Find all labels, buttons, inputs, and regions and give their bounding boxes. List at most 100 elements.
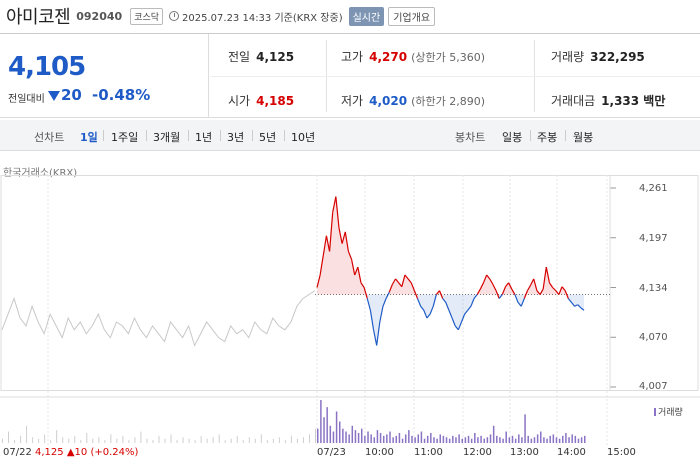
- volume-bar: [8, 431, 10, 443]
- volume-bar: [392, 437, 394, 443]
- price-line: [341, 231, 346, 244]
- price-line: [476, 288, 481, 295]
- volume-bar: [530, 438, 533, 443]
- period-1w[interactable]: 1주일: [111, 131, 139, 144]
- quote-panel: 4,105 전일대비 20 -0.48% 전일 4,125 고가 4,270 (상한가…: [0, 33, 700, 118]
- x-tick-label: 13:00: [510, 447, 539, 458]
- volume-bar: [68, 438, 70, 443]
- volume-bar: [357, 432, 360, 443]
- price-area: [320, 255, 324, 295]
- period-1d[interactable]: 1일: [80, 131, 98, 144]
- volume-bar: [470, 438, 473, 443]
- volume-bar: [568, 437, 570, 443]
- price-line: [508, 282, 513, 290]
- prev-day-change: 10: [74, 447, 88, 458]
- price-line: [363, 287, 368, 299]
- volume-bar: [527, 435, 529, 443]
- volume-bar: [20, 435, 22, 443]
- period-1y[interactable]: 1년: [195, 131, 213, 144]
- volume-cell: 거래량 322,295: [551, 48, 645, 65]
- volume-bar: [552, 434, 555, 443]
- volume-bar: [266, 440, 268, 443]
- volume-bar: [38, 438, 40, 443]
- period-3y[interactable]: 3년: [227, 131, 245, 144]
- volume-bar: [170, 434, 172, 443]
- candle-monthly[interactable]: 월봉: [573, 131, 594, 144]
- volume-bar: [571, 434, 573, 443]
- price-line: [486, 274, 491, 280]
- price-area: [577, 294, 581, 308]
- volume-bar: [164, 438, 166, 443]
- price-line: [464, 309, 469, 315]
- volume-bar: [408, 430, 410, 443]
- volume-bar: [364, 435, 366, 443]
- price-area: [489, 278, 493, 295]
- price-line: [526, 284, 532, 291]
- volume-bar: [140, 431, 142, 443]
- price-change-pct: -0.48%: [92, 86, 151, 104]
- price-area: [458, 294, 462, 330]
- price-area: [518, 294, 522, 307]
- volume-bar: [158, 435, 160, 443]
- volume-bar: [540, 431, 542, 443]
- volume-bar: [486, 437, 489, 443]
- volume-bar: [296, 438, 298, 443]
- price-line: [523, 290, 529, 299]
- x-tick-label: 11:00: [414, 447, 443, 458]
- price-line: [347, 251, 353, 260]
- period-10y[interactable]: 10년: [291, 131, 316, 144]
- volume-bar: [401, 438, 404, 443]
- volume-legend-label: 거래량: [658, 408, 683, 418]
- price-line: [432, 294, 437, 307]
- company-info-button[interactable]: 기업개요: [388, 6, 436, 26]
- volume-bar: [342, 428, 344, 443]
- price-line: [536, 290, 541, 295]
- volume-bar: [230, 438, 232, 443]
- volume-bar: [521, 437, 523, 443]
- price-line: [492, 284, 497, 291]
- volume-bar: [92, 438, 94, 443]
- volume-bar: [492, 425, 495, 443]
- price-line: [570, 302, 576, 307]
- y-tick-label: 4,007: [639, 381, 668, 392]
- realtime-button[interactable]: 실시간: [348, 6, 385, 26]
- volume-bar: [555, 437, 558, 443]
- price-area: [426, 294, 431, 319]
- price-area: [483, 274, 487, 295]
- volume-bar: [2, 438, 3, 443]
- volume-bar: [176, 440, 178, 443]
- volume-bar: [14, 440, 16, 443]
- volume-bar: [395, 435, 398, 443]
- price-change: 20: [61, 86, 82, 104]
- volume-bar: [206, 438, 208, 443]
- price-area: [464, 294, 468, 315]
- period-3m[interactable]: 3개월: [153, 131, 181, 144]
- price-area: [552, 287, 556, 295]
- volume-bar: [188, 438, 190, 443]
- stock-name: 아미코젠: [6, 7, 71, 28]
- volume-bar: [455, 437, 457, 443]
- volume-bar: [74, 435, 76, 443]
- price-line: [514, 294, 519, 303]
- candle-weekly[interactable]: 주봉: [537, 131, 558, 144]
- volume-legend: 거래량: [654, 405, 683, 418]
- candle-daily[interactable]: 일봉: [502, 131, 523, 144]
- price-line: [354, 266, 359, 276]
- y-tick-label: 4,070: [639, 332, 668, 343]
- price-line: [376, 321, 381, 346]
- price-line: [482, 274, 488, 284]
- volume-bar: [445, 437, 448, 443]
- price-line: [564, 290, 569, 299]
- price-chart[interactable]: [0, 175, 700, 445]
- price-area: [505, 282, 509, 295]
- low-cell: 저가 4,020 (하한가 2,890): [341, 92, 485, 109]
- quote-datetime: 2025.07.23 14:33 기준(KRX 장중): [182, 12, 343, 24]
- price-area: [549, 282, 553, 295]
- period-5y[interactable]: 5년: [259, 131, 277, 144]
- price-area: [530, 278, 534, 295]
- price-line: [545, 267, 551, 283]
- volume-bar: [50, 440, 52, 443]
- x-tick-label: 10:00: [365, 447, 394, 458]
- price-line: [385, 291, 390, 299]
- y-tick-label: 4,197: [639, 233, 668, 244]
